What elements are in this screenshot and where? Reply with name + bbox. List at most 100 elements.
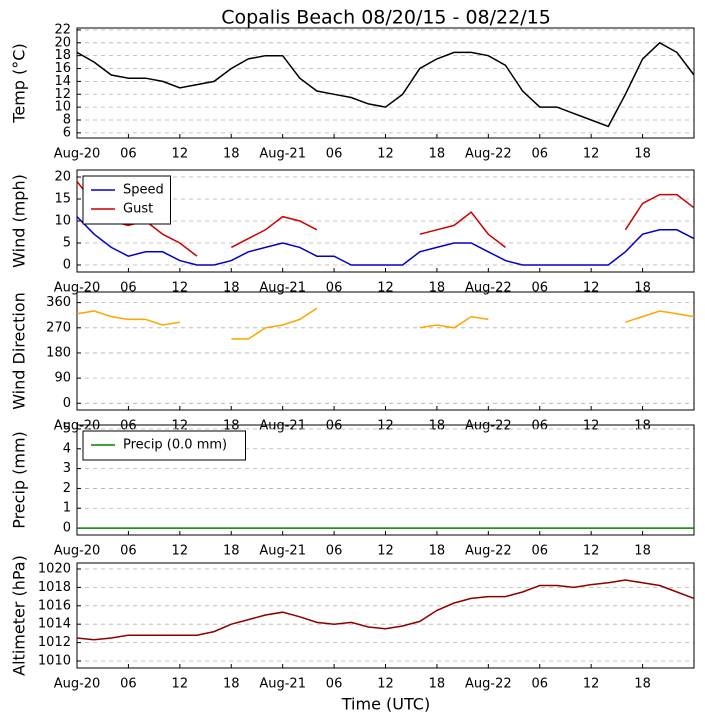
x-tick-label: 06 [120,419,137,434]
y-axis-title: Temp (°C) [10,43,29,123]
plot-frame [76,562,695,669]
y-tick-label: 2 [63,481,71,496]
plot-frame [76,291,695,411]
x-tick-label: 12 [377,281,394,296]
x-tick-label: Aug-22 [465,677,512,692]
x-tick-label: 18 [429,147,446,162]
x-tick-label: 18 [429,419,446,434]
x-tick-label: 18 [429,544,446,559]
x-tick-label: 12 [172,677,189,692]
x-axis-title: Time (UTC) [341,695,430,714]
x-tick-label: 12 [583,281,600,296]
x-tick-label: 18 [429,677,446,692]
y-tick-label: 1016 [38,598,71,613]
x-tick-label: 12 [583,147,600,162]
plot-frame [76,424,695,536]
x-tick-label: 18 [223,281,240,296]
x-tick-label: 12 [583,544,600,559]
x-tick-label: 12 [172,419,189,434]
y-tick-label: 16 [54,61,71,76]
x-tick-label: 18 [634,419,651,434]
x-tick-label: Aug-20 [54,544,101,559]
x-tick-label: 18 [223,147,240,162]
x-tick-label: 12 [377,419,394,434]
legend-label: Precip (0.0 mm) [123,438,227,453]
legend-label: Speed [123,183,164,198]
x-tick-label: 06 [326,544,343,559]
y-tick-label: 0 [63,396,71,411]
x-tick-label: Aug-20 [54,147,101,162]
x-tick-label: 06 [326,419,343,434]
y-tick-label: 1018 [38,580,71,595]
x-tick-label: 18 [223,544,240,559]
x-tick-label: 06 [326,147,343,162]
x-tick-label: 06 [120,147,137,162]
y-tick-label: 90 [54,371,71,386]
y-tick-label: 20 [54,170,71,185]
y-tick-label: 5 [63,421,71,436]
x-tick-label: 18 [223,677,240,692]
x-tick-label: 18 [223,419,240,434]
x-tick-label: 12 [377,544,394,559]
y-axis-title: Wind (mph) [10,174,29,268]
y-tick-label: 1010 [38,654,71,669]
x-tick-label: 18 [634,147,651,162]
x-tick-label: 06 [531,677,548,692]
x-tick-label: 12 [172,147,189,162]
y-tick-label: 0 [63,521,71,536]
y-tick-label: 1 [63,501,71,516]
x-tick-label: 18 [429,281,446,296]
legend-label: Gust [123,202,153,217]
data-line [76,216,695,266]
x-tick-label: 12 [172,544,189,559]
x-tick-label: 06 [120,677,137,692]
x-tick-label: 12 [377,677,394,692]
y-axis-title: Altimeter (hPa) [10,555,29,676]
x-tick-label: 06 [531,419,548,434]
y-tick-label: 10 [54,214,71,229]
x-tick-label: 06 [120,544,137,559]
y-tick-label: 12 [54,87,71,102]
y-tick-label: 5 [63,235,71,250]
data-line [76,579,695,641]
y-tick-label: 15 [54,192,71,207]
x-tick-label: Aug-21 [259,147,306,162]
plot-frame [76,169,695,273]
y-tick-label: 4 [63,441,71,456]
x-tick-label: 18 [634,677,651,692]
x-tick-label: Aug-20 [54,677,101,692]
plot-frame [76,27,695,139]
x-tick-label: 06 [531,147,548,162]
y-tick-label: 14 [54,74,71,89]
x-tick-label: Aug-22 [465,147,512,162]
y-tick-label: 1012 [38,635,71,650]
y-tick-label: 8 [63,112,71,127]
data-line [76,41,695,128]
x-tick-label: Aug-21 [259,677,306,692]
y-axis-title: Wind Direction [10,292,29,410]
y-tick-label: 20 [54,35,71,50]
y-tick-label: 1020 [38,561,71,576]
chart-title: Copalis Beach 08/20/15 - 08/22/15 [221,7,551,29]
x-tick-label: Aug-22 [465,281,512,296]
y-tick-label: 1014 [38,617,71,632]
x-tick-label: 06 [120,281,137,296]
x-tick-label: Aug-22 [465,419,512,434]
y-tick-label: 270 [46,320,71,335]
y-tick-label: 180 [46,345,71,360]
legend-box [82,175,171,225]
x-tick-label: 12 [172,281,189,296]
x-tick-label: 06 [531,544,548,559]
data-line [76,307,695,340]
x-tick-label: 18 [634,544,651,559]
x-tick-label: Aug-21 [259,281,306,296]
x-tick-label: Aug-22 [465,544,512,559]
y-tick-label: 360 [46,295,71,310]
y-tick-label: 0 [63,257,71,272]
y-tick-label: 22 [54,22,71,37]
y-tick-label: 3 [63,461,71,476]
x-tick-label: Aug-21 [259,419,306,434]
x-tick-label: 18 [634,281,651,296]
x-tick-label: 12 [583,419,600,434]
